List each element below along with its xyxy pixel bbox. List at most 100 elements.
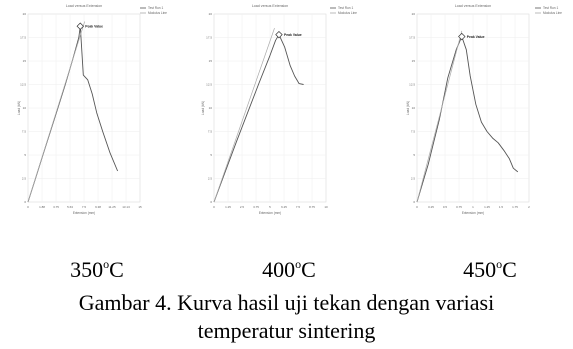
legend-entry: Modulus Line: [543, 11, 562, 15]
x-tick-label: 1.25: [225, 205, 231, 209]
modulus-line: [213, 27, 275, 203]
peak-label: Peak Value: [467, 35, 485, 39]
temp-label-400: 400oC: [234, 257, 344, 283]
y-tick-label: 5: [24, 153, 26, 157]
x-tick-label: 1.5: [499, 205, 504, 209]
figure-caption-line-1: Gambar 4. Kurva hasil uji tekan dengan v…: [78, 290, 495, 315]
peak-marker: [275, 30, 283, 39]
degree-sign: o: [496, 257, 503, 271]
test-run-line: [213, 34, 304, 203]
chart-title: Load versus Extension: [455, 4, 491, 8]
x-tick-label: 5.63: [67, 205, 73, 209]
x-tick-label: 3.75: [253, 205, 259, 209]
y-axis-label: Load (kN): [17, 101, 21, 115]
x-tick-label: 1.88: [39, 205, 45, 209]
chart-350: 0 1.88 3.75 5.63 7.5 9.38 11.25 13.13 15 0 2.5 5 7.5…: [17, 4, 167, 215]
y-tick-label: 10: [23, 106, 27, 110]
x-tick-label: 7.5: [82, 205, 87, 209]
x-tick-label: 1.25: [484, 205, 490, 209]
y-tick-label: 12.5: [206, 83, 212, 87]
chart-title: Load versus Extension: [252, 4, 288, 8]
temp-unit: C: [502, 257, 517, 282]
y-tick-label: 15: [23, 59, 27, 63]
temp-unit: C: [301, 257, 316, 282]
y-tick-label: 12.5: [409, 83, 415, 87]
x-tick-label: 0.75: [456, 205, 462, 209]
y-axis-label: Load (kN): [406, 101, 410, 115]
x-tick-label: 2: [528, 205, 530, 209]
y-tick-label: 2.5: [22, 177, 27, 181]
x-tick-label: 8.75: [309, 205, 315, 209]
x-axis-label: Extension (mm): [259, 211, 281, 215]
y-tick-label: 17.5: [409, 36, 415, 40]
x-tick-label: 0: [27, 205, 29, 209]
temp-value: 400: [262, 257, 296, 282]
y-tick-label: 0: [210, 200, 212, 204]
x-tick-label: 10: [324, 205, 328, 209]
legend-entry: Modulus Line: [338, 11, 357, 15]
y-tick-label: 5: [413, 153, 415, 157]
temp-value: 450: [463, 257, 497, 282]
y-tick-label: 10: [412, 106, 416, 110]
modulus-line: [27, 21, 86, 203]
x-tick-label: 1: [472, 205, 474, 209]
legend-entry: Test Run 1: [543, 6, 558, 10]
x-tick-label: 15: [138, 205, 142, 209]
test-run-line: [416, 36, 519, 203]
legend-entry: Test Run 1: [338, 6, 353, 10]
x-tick-label: 0: [213, 205, 215, 209]
peak-label: Peak Value: [85, 25, 103, 29]
peak-label: Peak Value: [284, 33, 302, 37]
x-axis-label: Extension (mm): [462, 211, 484, 215]
chart-panel-350: 0 1.88 3.75 5.63 7.5 9.38 11.25 13.13 15 0 2.5 5 7.5…: [16, 0, 176, 218]
y-tick-label: 20: [209, 12, 213, 16]
x-tick-label: 0.25: [428, 205, 434, 209]
x-axis-label: Extension (mm): [73, 211, 95, 215]
peak-marker: [458, 32, 466, 41]
y-tick-label: 7.5: [411, 130, 416, 134]
y-tick-label: 17.5: [20, 36, 26, 40]
y-tick-label: 20: [412, 12, 416, 16]
legend-entry: Modulus Line: [148, 11, 167, 15]
y-axis-label: Load (kN): [201, 101, 205, 115]
modulus-line: [416, 30, 463, 203]
temp-label-350: 350oC: [42, 257, 152, 283]
y-tick-label: 0: [24, 200, 26, 204]
x-tick-label: 0.5: [443, 205, 448, 209]
x-tick-label: 0: [416, 205, 418, 209]
y-tick-label: 10: [209, 106, 213, 110]
chart-400: 0 1.25 2.5 3.75 5 6.25 7.5 8.75 10 0 2.5 5 7.5 10 12.5…: [201, 4, 357, 215]
legend-entry: Test Run 1: [148, 6, 163, 10]
y-tick-label: 2.5: [411, 177, 416, 181]
peak-marker: [76, 22, 84, 30]
temp-value: 350: [70, 257, 104, 282]
x-tick-label: 9.38: [95, 205, 101, 209]
x-tick-label: 2.5: [240, 205, 245, 209]
degree-sign: o: [295, 257, 302, 271]
y-tick-label: 20: [23, 12, 27, 16]
y-tick-label: 17.5: [206, 36, 212, 40]
x-tick-label: 3.75: [53, 205, 59, 209]
y-tick-label: 2.5: [208, 177, 213, 181]
chart-panel-400: 0 1.25 2.5 3.75 5 6.25 7.5 8.75 10 0 2.5 5 7.5 10 12.5…: [200, 0, 372, 218]
x-tick-label: 1.75: [512, 205, 518, 209]
y-tick-label: 0: [413, 200, 415, 204]
x-tick-label: 6.25: [281, 205, 287, 209]
y-tick-label: 12.5: [20, 83, 26, 87]
degree-sign: o: [103, 257, 110, 271]
x-tick-label: 13.13: [122, 205, 130, 209]
y-tick-label: 15: [412, 59, 416, 63]
temp-unit: C: [109, 257, 124, 282]
y-tick-label: 7.5: [22, 130, 27, 134]
temp-label-450: 450oC: [435, 257, 545, 283]
chart-title: Load versus Extension: [66, 4, 102, 8]
x-tick-label: 11.25: [108, 205, 116, 209]
chart-panel-450: 0 0.25 0.5 0.75 1 1.25 1.5 1.75 2 0 2.5 5 7.5 10 12.5 1…: [405, 0, 569, 218]
y-tick-label: 5: [210, 153, 212, 157]
x-tick-label: 7.5: [296, 205, 301, 209]
chart-450: 0 0.25 0.5 0.75 1 1.25 1.5 1.75 202.557.51012.51…: [406, 4, 562, 215]
x-tick-label: 5: [269, 205, 271, 209]
figure-caption-line-2: temperatur sintering: [197, 318, 376, 343]
y-tick-label: 15: [209, 59, 213, 63]
y-tick-label: 7.5: [208, 130, 213, 134]
